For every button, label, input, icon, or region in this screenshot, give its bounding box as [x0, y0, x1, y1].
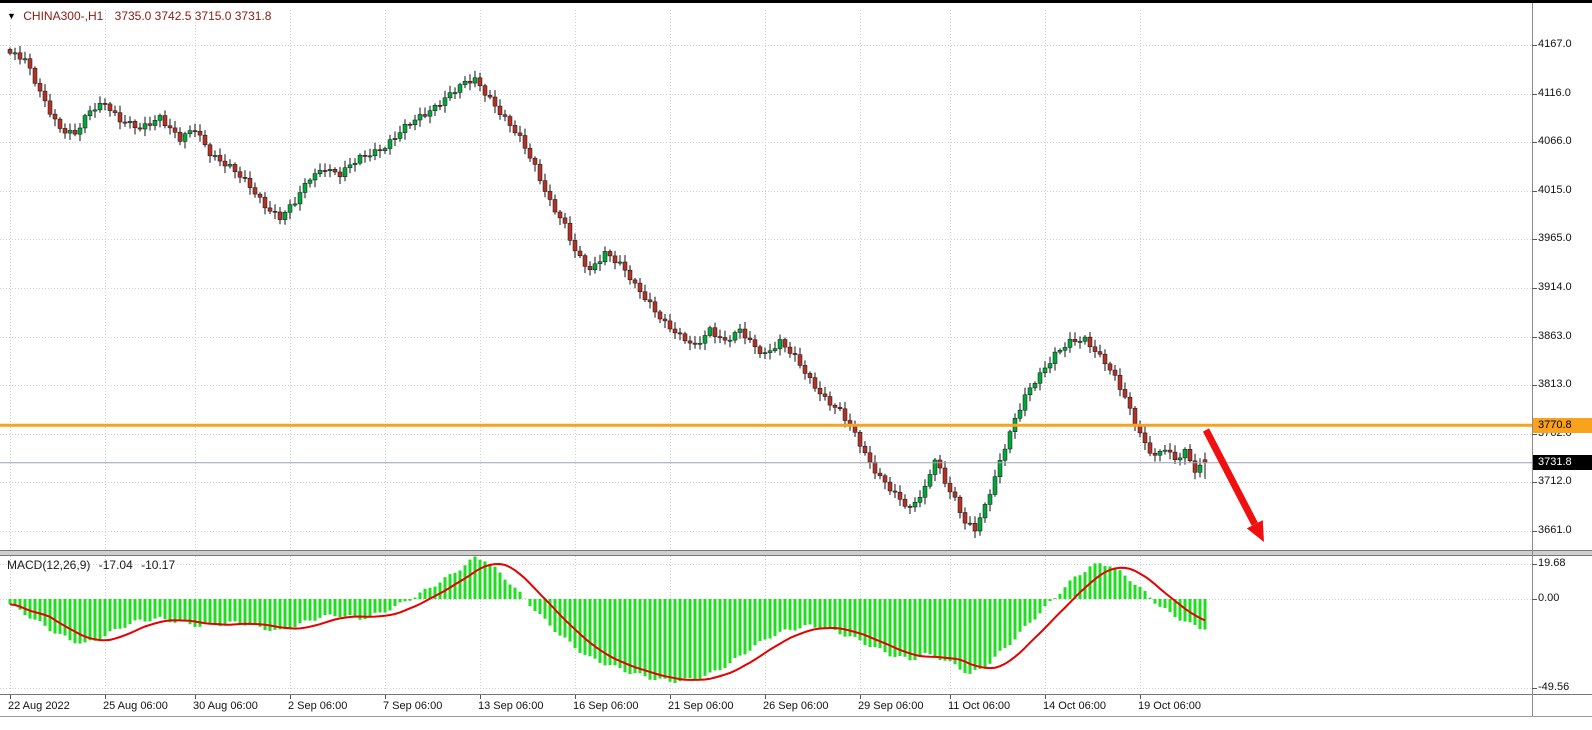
macd-signal-value: -10.17 [141, 558, 176, 572]
price-axis-label: 3914.0 [1538, 280, 1572, 293]
indicator-axis-label: -49.56 [1538, 680, 1570, 693]
orange-line-price-tag[interactable]: 3770.8 [1533, 417, 1592, 433]
macd-histogram-series [8, 556, 1207, 683]
price-axis[interactable]: 4167.0 4116.0 4066.0 4015.0 3965.0 3914.0 3863… [1533, 0, 1592, 695]
price-axis-label: 4167.0 [1538, 37, 1572, 50]
time-axis-label: 7 Sep 06:00 [383, 700, 443, 712]
symbol-timeframe-label: CHINA300-,H1 [23, 9, 104, 23]
trend-arrow-annotation[interactable] [1202, 428, 1264, 542]
time-axis-label: 14 Oct 06:00 [1043, 700, 1106, 712]
time-axis-label: 29 Sep 06:00 [858, 700, 924, 712]
time-axis-label: 21 Sep 06:00 [668, 700, 734, 712]
indicator-axis-label: 0.00 [1538, 592, 1560, 604]
price-axis-label: 3863.0 [1538, 329, 1572, 342]
price-axis-label: 3813.0 [1538, 377, 1572, 390]
price-axis-label: 3712.0 [1538, 474, 1572, 487]
macd-indicator-pane[interactable] [0, 556, 1532, 694]
time-axis[interactable]: 22 Aug 2022 25 Aug 06:00 30 Aug 06:00 2 Sep… [0, 695, 1532, 718]
time-axis-label: 16 Sep 06:00 [573, 700, 639, 712]
macd-signal-line [9, 562, 1206, 681]
macd-current-value: -17.04 [98, 558, 133, 572]
chart-header: ▼ CHINA300-,H1 3735.0 3742.5 3715.0 3731… [7, 9, 271, 23]
time-axis-label: 11 Oct 06:00 [948, 700, 1011, 712]
time-axis-label: 13 Sep 06:00 [478, 700, 544, 712]
price-axis-label: 3661.0 [1538, 523, 1572, 536]
macd-indicator-label: MACD(12,26,9) -17.04 -10.17 [7, 558, 180, 572]
time-axis-label: 25 Aug 06:00 [103, 700, 168, 712]
ohlc-values: 3735.0 3742.5 3715.0 3731.8 [114, 9, 272, 23]
indicator-axis-label: 19.68 [1538, 556, 1566, 569]
price-axis-label: 4015.0 [1538, 183, 1572, 196]
series-marker-icon: ▼ [7, 11, 16, 21]
price-axis-label: 4066.0 [1538, 134, 1572, 147]
time-axis-label: 26 Sep 06:00 [763, 700, 829, 712]
time-axis-label: 2 Sep 06:00 [288, 700, 348, 712]
time-axis-label: 30 Aug 06:00 [193, 700, 258, 712]
main-price-pane[interactable] [0, 3, 1532, 550]
window-top-border [0, 0, 1592, 3]
candlestick-series [7, 45, 1208, 539]
time-axis-label: 22 Aug 2022 [8, 700, 70, 712]
price-axis-label: 3965.0 [1538, 231, 1572, 244]
last-price-tag: 3731.8 [1533, 455, 1592, 471]
macd-name: MACD(12,26,9) [7, 558, 91, 572]
time-axis-label: 19 Oct 06:00 [1138, 700, 1201, 712]
price-axis-label: 4116.0 [1538, 86, 1571, 99]
